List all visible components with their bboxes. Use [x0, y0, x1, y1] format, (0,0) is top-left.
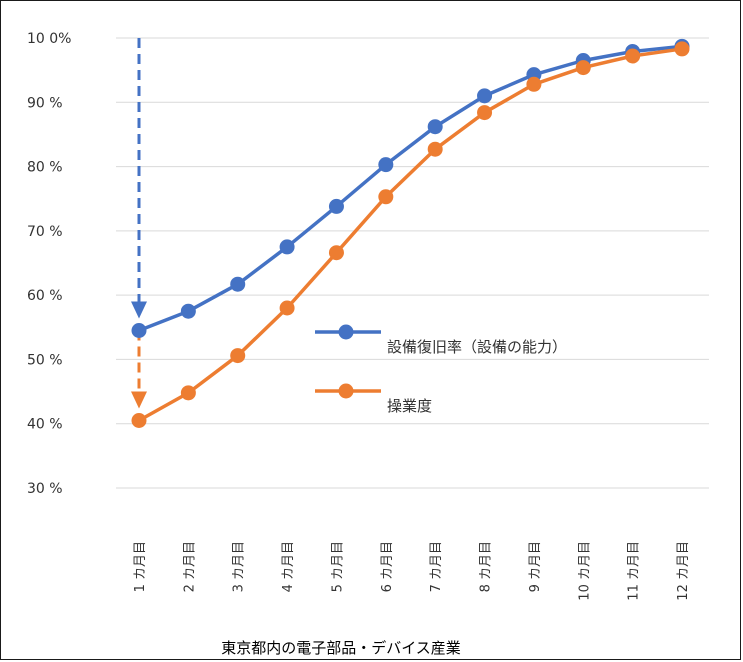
- x-tick-label: 11 カ月目: [627, 541, 642, 601]
- y-tick-label: 70 %: [27, 224, 63, 240]
- legend-swatch-marker: [338, 324, 354, 340]
- data-point: [378, 157, 394, 173]
- x-tick-label: 6 カ月目: [380, 541, 395, 592]
- annotation-arrow-head: [131, 301, 147, 319]
- data-point: [131, 323, 147, 338]
- series-group: [131, 38, 690, 428]
- x-tick-label: 8 カ月目: [479, 541, 494, 592]
- data-point: [378, 189, 394, 205]
- y-tick-label: 50 %: [27, 352, 63, 368]
- x-tick-label: 12 カ月目: [676, 541, 691, 601]
- y-tick-label: 80 %: [27, 160, 63, 176]
- x-tick-label: 1 カ月目: [133, 541, 148, 592]
- data-point: [674, 41, 690, 57]
- y-tick-label: 60 %: [27, 288, 63, 304]
- chart-caption: 東京都内の電子部品・デバイス産業: [221, 639, 461, 657]
- legend: 設備復旧率（設備の能力） 操業度: [315, 324, 567, 415]
- annotation-arrow-head: [131, 391, 147, 409]
- data-point: [477, 88, 493, 104]
- y-tick-label: 10 0%: [27, 31, 71, 47]
- y-tick-label: 90 %: [27, 95, 63, 111]
- x-axis-ticks: 1 カ月目 2 カ月目 3 カ月目 4 カ月目 5 カ月目 6 カ月目 7 カ月目 8 カ月目…: [133, 541, 691, 601]
- x-tick-label: 10 カ月目: [577, 541, 592, 601]
- data-point: [230, 276, 246, 292]
- data-point: [279, 239, 295, 255]
- data-point: [526, 76, 542, 92]
- y-tick-label: 40 %: [27, 417, 63, 433]
- legend-label: 設備復旧率（設備の能力）: [387, 338, 567, 356]
- y-axis-ticks: 30 % 40 % 50 % 60 % 70 % 80 % 90 % 10 0%: [27, 31, 71, 497]
- data-point: [328, 245, 344, 261]
- data-point: [575, 60, 591, 76]
- data-point: [131, 413, 147, 428]
- data-point: [279, 300, 295, 316]
- data-point: [230, 348, 246, 364]
- x-tick-label: 9 カ月目: [528, 541, 543, 592]
- annotations: [131, 38, 147, 409]
- data-point: [427, 141, 443, 157]
- data-point: [328, 198, 344, 214]
- x-tick-label: 7 カ月目: [429, 541, 444, 592]
- data-point: [427, 119, 443, 135]
- data-point: [180, 303, 196, 319]
- gridlines: [116, 37, 709, 489]
- legend-label: 操業度: [387, 397, 432, 415]
- legend-swatch-marker: [338, 383, 354, 399]
- data-point: [180, 385, 196, 401]
- series-line: [138, 44, 683, 333]
- x-tick-label: 2 カ月目: [182, 541, 197, 592]
- series-line: [138, 47, 683, 423]
- y-tick-label: 30 %: [27, 481, 63, 497]
- x-tick-label: 5 カ月目: [330, 541, 345, 592]
- data-point: [625, 48, 641, 64]
- data-point: [477, 105, 493, 121]
- x-tick-label: 4 カ月目: [281, 541, 296, 592]
- x-tick-label: 3 カ月目: [232, 541, 247, 592]
